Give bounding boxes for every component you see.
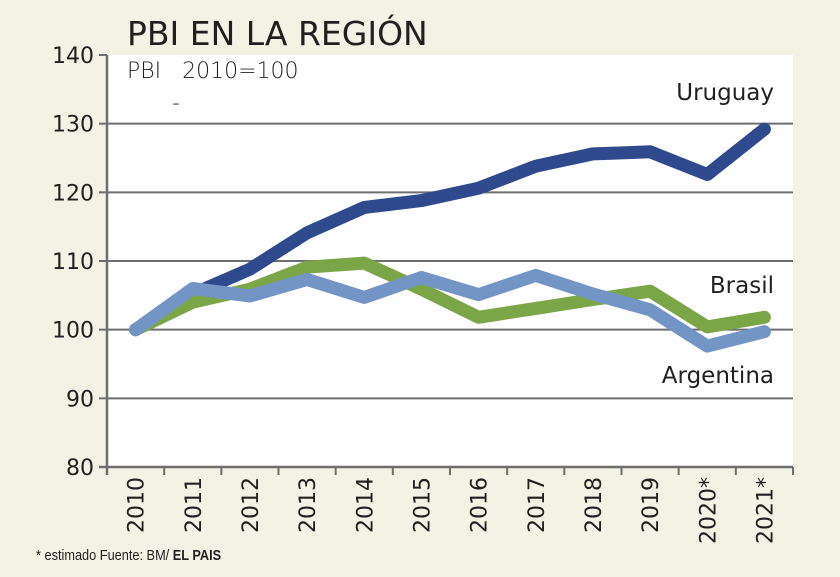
x-tick-label: 2020* — [696, 477, 721, 544]
subtitle-mark: - — [172, 91, 180, 116]
x-tick-label: 2014 — [353, 477, 378, 533]
y-tick-label: 130 — [52, 113, 94, 138]
axes — [99, 55, 793, 475]
series-line-argentina — [129, 268, 771, 353]
x-axis-ticks: 2010 2011 2012 2013 2014 2015 2016 2017 2018 2019… — [106, 467, 794, 544]
x-tick-label: 2015 — [410, 477, 435, 533]
x-tick-label: 2018 — [582, 477, 607, 533]
y-tick-label: 120 — [52, 181, 94, 206]
y-tick-label: 90 — [66, 387, 94, 412]
x-tick-label: 2019 — [639, 477, 664, 533]
x-tick-label: 2012 — [239, 477, 264, 533]
series-label-brasil: Brasil — [710, 273, 774, 299]
footer-note: * estimado Fuente: BM/ — [36, 547, 173, 564]
x-tick-label: 2013 — [296, 477, 321, 533]
x-tick-label: 2017 — [525, 477, 550, 533]
series-label-uruguay: Uruguay — [676, 80, 774, 106]
chart-subtitle: PBI 2010=100 — [127, 59, 299, 84]
x-tick-label: 2011 — [182, 477, 207, 533]
y-tick-label: 140 — [52, 44, 94, 69]
x-tick-label: 2010 — [125, 477, 150, 533]
footer-brand: EL PAIS — [172, 547, 222, 564]
footer-source: * estimado Fuente: BM/ EL PAIS — [36, 547, 221, 564]
y-axis-ticks: 80 90 100 110 120 130 140 — [52, 44, 107, 481]
y-tick-label: 100 — [52, 319, 94, 344]
x-tick-label: 2021* — [753, 477, 778, 544]
series-line-uruguay — [129, 122, 771, 337]
series-label-argentina: Argentina — [662, 363, 774, 389]
series-lines — [129, 122, 771, 353]
y-tick-label: 80 — [66, 456, 94, 481]
x-tick-label: 2016 — [468, 477, 493, 533]
y-tick-label: 110 — [52, 250, 94, 275]
chart-title: PBI EN LA REGIÓN — [127, 13, 428, 53]
